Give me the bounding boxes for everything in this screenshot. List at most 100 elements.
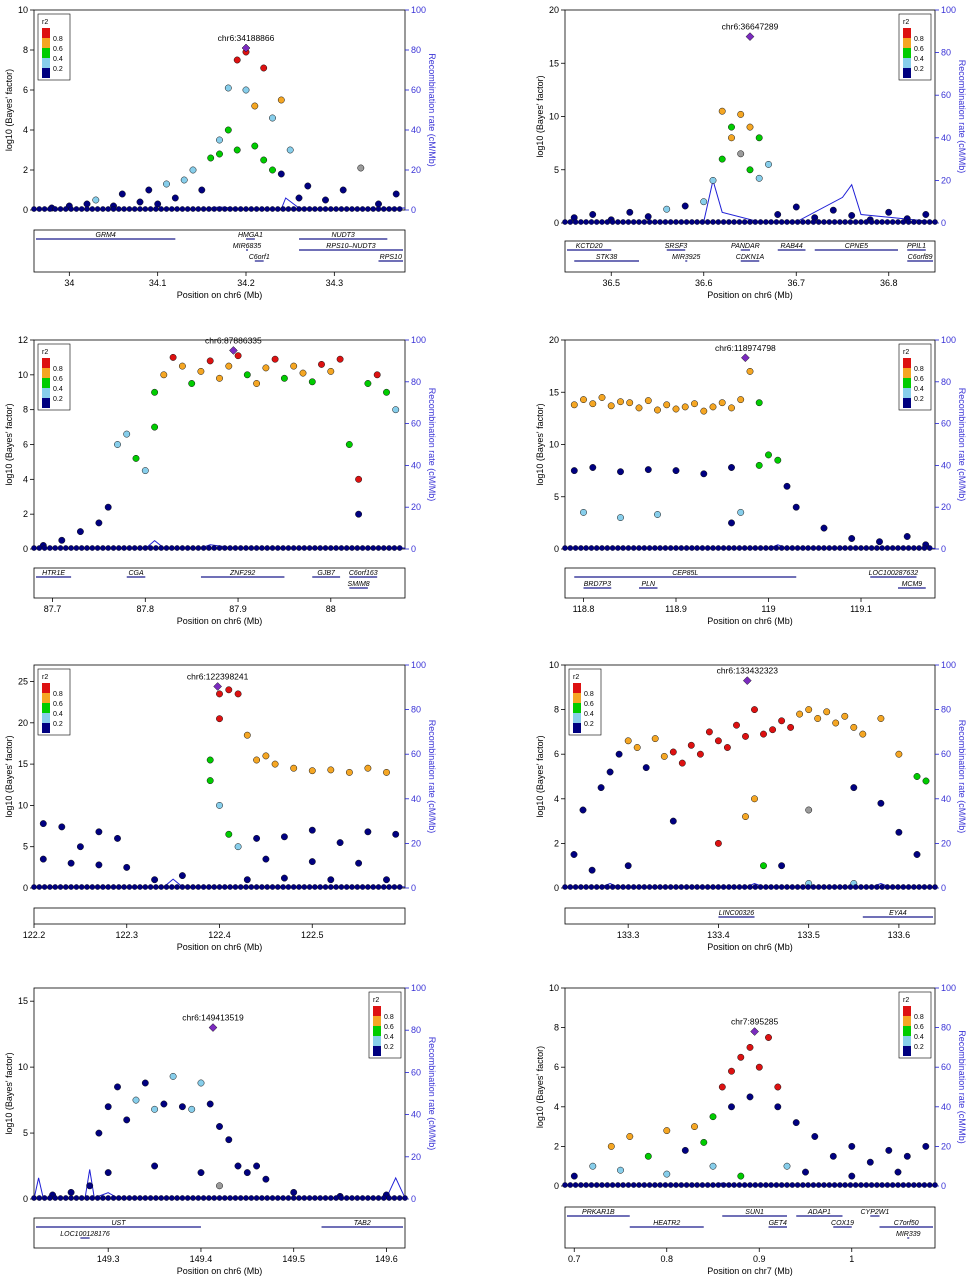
- snp-point: [118, 190, 126, 198]
- snp-point: [644, 213, 652, 221]
- snp-point: [863, 1182, 870, 1188]
- snp-point: [821, 545, 827, 551]
- snp-point: [248, 545, 255, 551]
- snp-point: [615, 545, 621, 551]
- locus-plot-3: 0 2 4 6 8 10 12 0 20 40 60 80 100 log10 (Bayes' facto…: [4, 335, 437, 626]
- snp-point: [76, 843, 84, 851]
- snp-point: [662, 545, 669, 551]
- snp-point: [224, 126, 232, 134]
- snp-point: [345, 768, 353, 776]
- snp-point: [264, 1195, 271, 1201]
- gene-track-frame: [564, 240, 936, 273]
- r2-legend: r2 0.8 0.6 0.4 0.2: [37, 668, 71, 736]
- snp-point: [625, 219, 632, 225]
- snp-point: [617, 1166, 624, 1174]
- snp-point: [86, 1182, 94, 1190]
- legend-swatch: [573, 713, 581, 723]
- snp-point: [691, 400, 698, 408]
- snp-point: [736, 545, 743, 551]
- snp-point: [657, 884, 663, 890]
- snp-point: [123, 1116, 131, 1124]
- legend-swatch: [903, 368, 911, 378]
- snp-point: [737, 508, 745, 516]
- legend-level: 0.2: [914, 396, 924, 403]
- legend-level: 0.8: [53, 691, 63, 698]
- x-tick-label: 149.5: [282, 1254, 305, 1264]
- gene-label: SRSF3: [665, 243, 688, 250]
- snp-point: [52, 545, 59, 551]
- snp-point: [879, 884, 885, 890]
- snp-point: [271, 355, 279, 363]
- snp-point: [151, 423, 159, 431]
- recomb-tick-label: 60: [941, 1062, 951, 1072]
- snp-point: [768, 1182, 774, 1188]
- snp-point: [211, 1195, 217, 1201]
- recomb-tick-label: 100: [411, 5, 426, 15]
- snp-point: [715, 545, 722, 551]
- snp-point: [615, 1182, 621, 1188]
- gene-label: EYA4: [889, 910, 907, 917]
- snp-point: [681, 1146, 689, 1154]
- snp-point: [392, 190, 400, 198]
- recomb-tick-label: 0: [941, 544, 946, 554]
- snp-point: [237, 884, 244, 890]
- snp-point: [237, 1195, 244, 1201]
- snp-point: [768, 884, 774, 890]
- snp-point: [926, 219, 933, 225]
- snp-point: [52, 1195, 59, 1201]
- recomb-tick-label: 40: [941, 460, 951, 470]
- snp-point: [197, 1169, 205, 1177]
- snp-point: [673, 884, 679, 890]
- snp-point: [232, 1195, 239, 1201]
- snp-point: [234, 690, 242, 698]
- gene-label: BRD7P3: [584, 581, 611, 588]
- snp-point: [700, 470, 708, 478]
- snp-point: [308, 858, 316, 866]
- snp-point: [104, 1169, 112, 1177]
- gene-label: PPIL1: [907, 243, 926, 250]
- snp-point: [168, 1195, 175, 1201]
- snp-point: [269, 545, 276, 551]
- recomb-tick-label: 0: [941, 883, 946, 893]
- snp-point: [312, 1195, 318, 1201]
- snp-point: [842, 219, 848, 225]
- snp-point: [868, 884, 875, 890]
- snp-point: [778, 1182, 785, 1188]
- snp-point: [198, 186, 206, 194]
- snp-point: [709, 1162, 717, 1170]
- snp-point: [364, 380, 372, 387]
- snp-point: [184, 206, 191, 212]
- snp-point: [277, 96, 285, 104]
- snp-point: [731, 219, 737, 225]
- snp-point: [126, 884, 133, 890]
- snp-point: [773, 545, 780, 551]
- snp-point: [322, 196, 329, 204]
- snp-point: [589, 400, 597, 408]
- snp-point: [206, 1195, 212, 1201]
- snp-point: [774, 211, 782, 218]
- gene-label: CEP85L: [672, 570, 698, 577]
- recomb-axis-label: Recombination rate (cM/Mb): [957, 388, 967, 502]
- snp-point: [752, 884, 759, 890]
- snp-point: [726, 1182, 732, 1188]
- snp-point: [635, 404, 643, 412]
- snp-point: [652, 219, 658, 225]
- snp-point: [306, 206, 313, 212]
- x-tick-label: 36.6: [695, 278, 713, 288]
- snp-point: [141, 467, 149, 475]
- snp-point: [589, 464, 597, 471]
- snp-point: [802, 1168, 809, 1176]
- snp-point: [720, 1182, 727, 1188]
- recomb-tick-label: 40: [411, 1110, 421, 1120]
- snp-point: [903, 1152, 911, 1160]
- snp-point: [606, 768, 614, 776]
- snp-point: [636, 219, 642, 225]
- snp-point: [179, 1195, 186, 1201]
- gene-label: ADAP1: [807, 1209, 831, 1216]
- gene-track: [33, 907, 406, 925]
- snp-point: [153, 545, 159, 551]
- snp-point: [837, 1182, 843, 1188]
- snp-point: [710, 1182, 716, 1188]
- snp-point: [179, 884, 186, 890]
- gene-label: ZNF292: [229, 570, 255, 577]
